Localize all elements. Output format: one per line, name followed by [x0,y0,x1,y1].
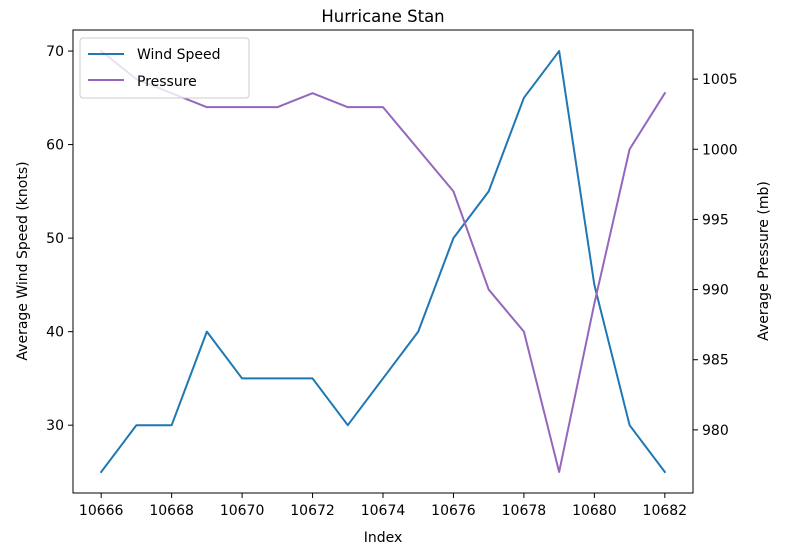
y-right-tick-label: 1000 [702,142,738,158]
legend-label-wind-speed: Wind Speed [137,47,221,63]
y-right-tick-label: 995 [702,212,729,228]
legend: Wind Speed Pressure [79,37,250,99]
series-line-wind-speed [99,50,667,474]
x-tick-label: 10672 [290,503,335,519]
x-axis: 10666 10668 10670 10672 10674 10676 10678 10680… [79,493,687,519]
x-tick-label: 10676 [431,503,476,519]
x-tick-label: 10670 [220,503,265,519]
y-left-tick-label: 50 [46,231,64,247]
x-tick-label: 10682 [643,503,688,519]
y-axis-right: 980 985 990 995 1000 1005 [693,72,738,439]
y-right-tick-label: 985 [702,353,729,369]
x-tick-label: 10678 [502,503,547,519]
y-axis-left-label: Average Wind Speed (knots) [15,161,31,360]
plot-lines [99,49,667,474]
y-right-tick-label: 1005 [702,72,738,88]
x-tick-label: 10666 [79,503,124,519]
y-right-tick-label: 990 [702,283,729,299]
x-tick-label: 10668 [149,503,194,519]
y-left-tick-label: 40 [46,325,64,341]
legend-label-pressure: Pressure [137,74,197,90]
y-right-tick-label: 980 [702,423,729,439]
x-tick-label: 10674 [361,503,406,519]
y-left-tick-label: 60 [46,138,64,154]
y-left-tick-label: 30 [46,418,64,434]
y-axis-left: 30 40 50 60 70 [46,44,73,434]
x-axis-label: Index [364,530,403,546]
y-axis-right-label: Average Pressure (mb) [756,181,772,341]
x-tick-label: 10680 [572,503,617,519]
chart-title: Hurricane Stan [321,7,444,26]
series-line-pressure [99,49,667,473]
y-left-tick-label: 70 [46,44,64,60]
